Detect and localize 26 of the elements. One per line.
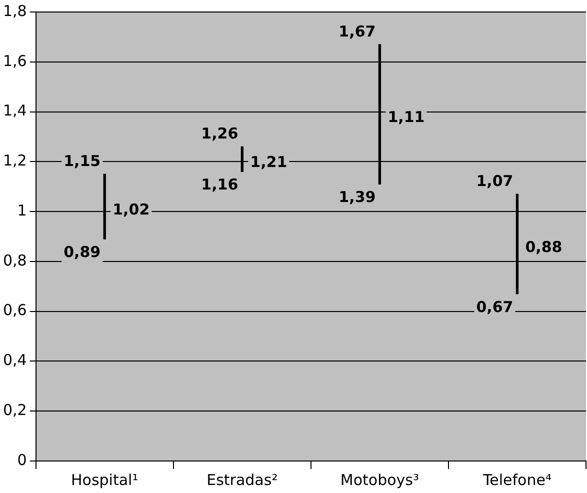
annotation: 1,11 xyxy=(388,108,425,126)
annotation: 1,67 xyxy=(338,22,376,40)
annotation: 0,89 xyxy=(64,242,101,261)
y-tick-label: 0,6 xyxy=(2,301,27,320)
y-tick-label: 0 xyxy=(17,450,27,469)
y-tick-label: 1,6 xyxy=(2,52,27,70)
x-tick-label: Motoboys³ xyxy=(340,470,419,489)
x-tick-label: Estradas² xyxy=(206,470,278,489)
y-tick-label: 1,8 xyxy=(2,2,27,20)
annotation: 1,39 xyxy=(338,188,376,206)
x-tick-label: Telefone⁴ xyxy=(482,470,552,489)
y-tick-label: 1 xyxy=(17,201,27,220)
annotation: 0,88 xyxy=(525,238,562,256)
y-tick-label: 1,2 xyxy=(2,152,27,170)
annotation: 1,15 xyxy=(64,152,101,170)
annotation: 0,67 xyxy=(476,298,514,316)
annotation: 1,07 xyxy=(476,172,514,190)
annotation: 1,16 xyxy=(201,176,238,194)
annotation: 1,26 xyxy=(201,124,238,143)
y-tick-label: 1,4 xyxy=(2,102,27,120)
annotation: 1,21 xyxy=(250,153,288,172)
y-tick-label: 0,8 xyxy=(2,251,27,270)
y-tick-label: 0,2 xyxy=(2,401,27,419)
x-tick-label: Hospital¹ xyxy=(71,470,138,489)
y-tick-label: 0,4 xyxy=(2,351,27,370)
annotation: 1,02 xyxy=(112,200,150,218)
